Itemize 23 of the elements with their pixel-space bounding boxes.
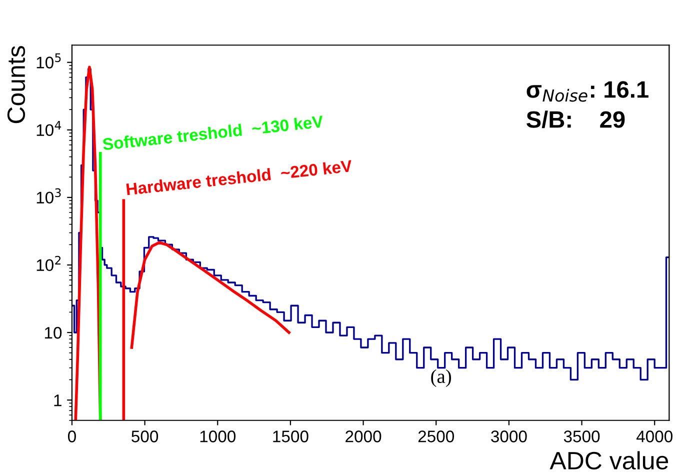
x-tick-label: 4000 [636, 430, 672, 442]
y-tick-label: 10 [44, 326, 62, 339]
annotation: Software treshold ~130 keV [102, 115, 324, 150]
annotation: (a) [431, 369, 452, 387]
y-tick-label: 10$^{3}$ [36, 188, 61, 204]
x-tick-label: 3500 [564, 430, 600, 442]
x-tick-label: 1500 [273, 430, 308, 442]
annotation: Hardware treshold ~220 keV [126, 159, 352, 196]
x-tick-label: 2000 [346, 430, 382, 442]
x-tick-label: 2500 [418, 430, 454, 442]
x-tick-label: 1000 [200, 430, 236, 442]
y-tick-label: 10$^{4}$ [36, 120, 62, 136]
x-tick-label: 0 [68, 430, 76, 442]
annotation: σ$_{Noise}$: 16.1 [526, 81, 648, 102]
annotation: S/B: 29 [526, 110, 625, 128]
x-axis-title: ADC value [550, 451, 668, 470]
y-axis-title: Counts [7, 46, 26, 124]
y-tick-label: 10$^{2}$ [36, 256, 61, 272]
y-tick-label: 10$^{5}$ [36, 53, 61, 68]
line-series [130, 241, 290, 349]
x-tick-label: 3000 [491, 430, 527, 442]
x-tick-label: 500 [132, 430, 158, 442]
y-tick-label: 1 [54, 394, 62, 406]
